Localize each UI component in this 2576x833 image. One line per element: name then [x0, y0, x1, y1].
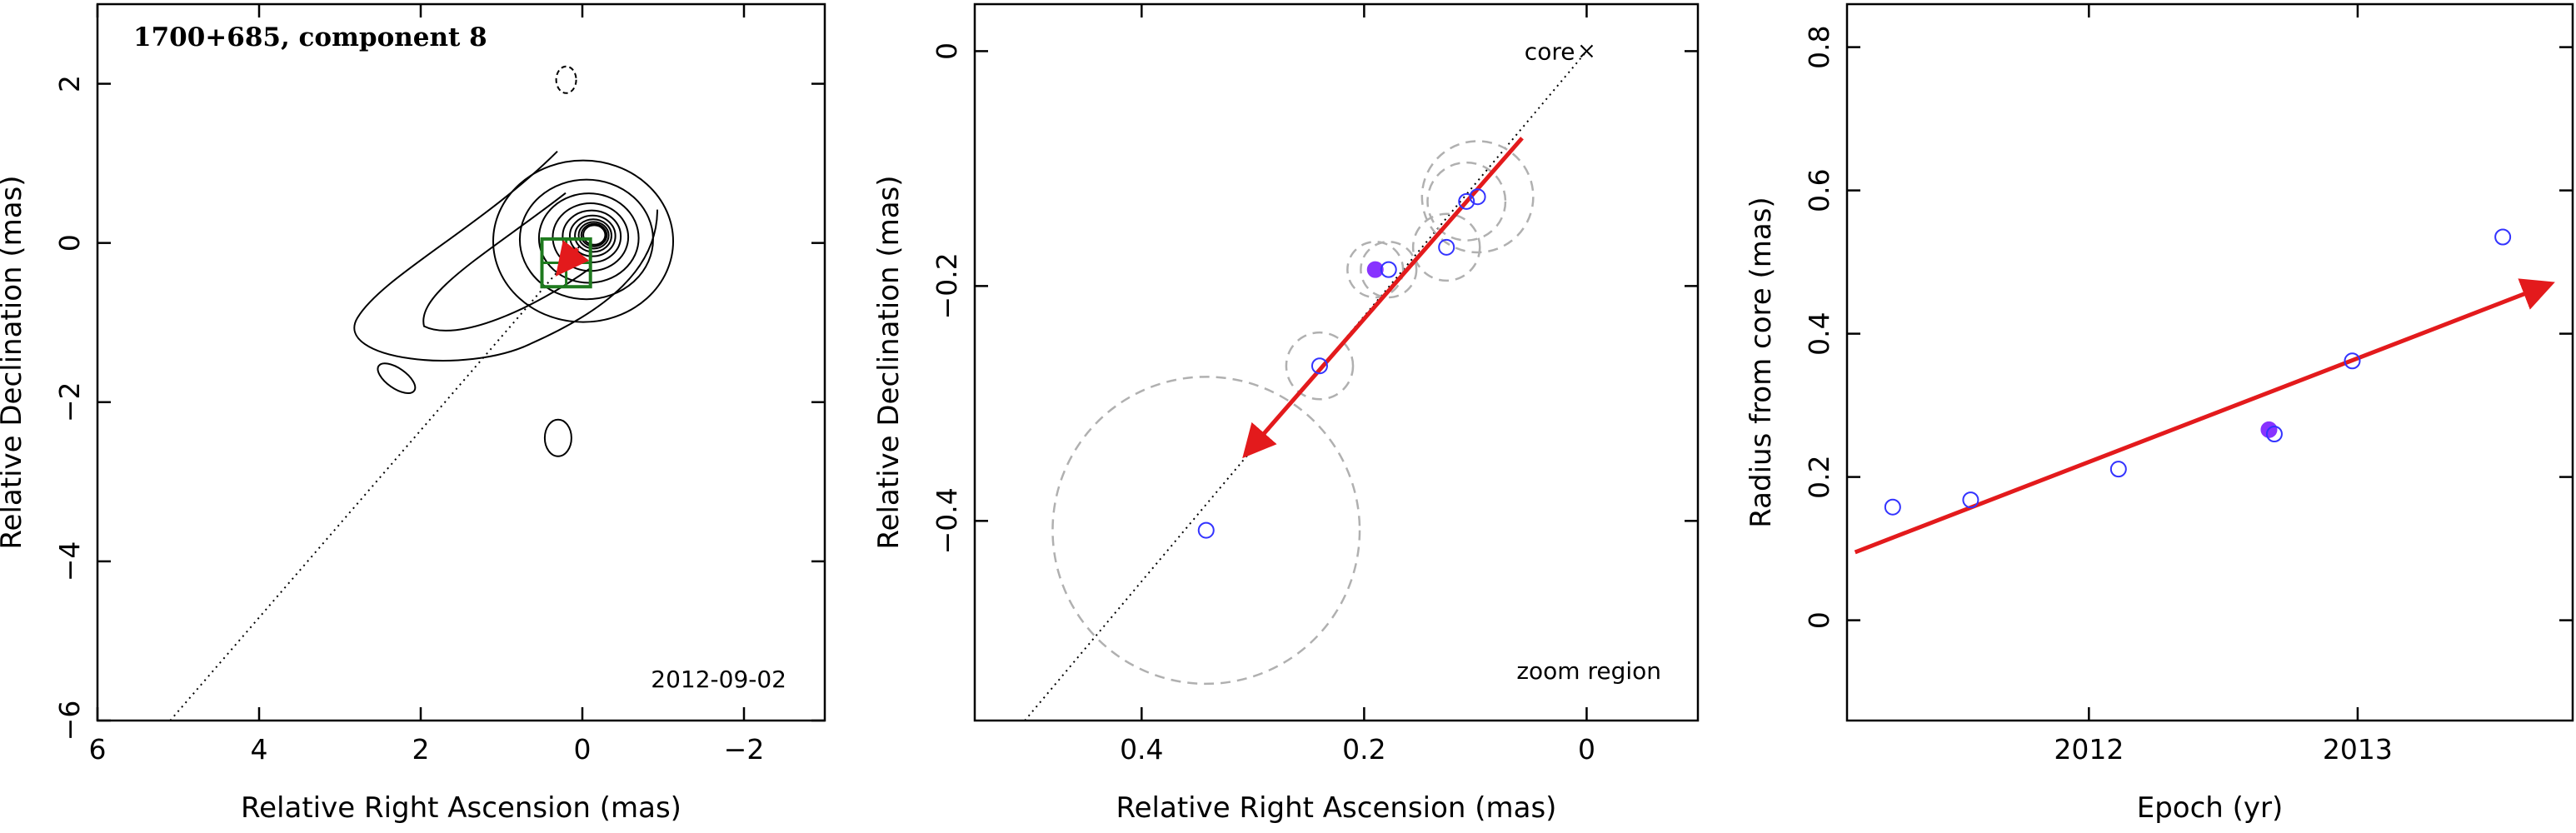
data-point	[1884, 498, 1901, 516]
core-marker	[1580, 44, 1594, 58]
x-axis-label: Epoch (yr)	[2137, 791, 2284, 825]
y-tick-label: 0.8	[1803, 25, 1835, 68]
x-tick-label: 0.4	[1120, 733, 1163, 766]
y-tick-label: −6	[53, 701, 86, 741]
data-point	[1380, 261, 1397, 278]
fit-arrow	[1854, 278, 2555, 555]
panel-zoom-region: 0.4 0.2 0 −0.4 −0.2 0 core zoom region Relat…	[872, 2, 1700, 825]
y-axis: −0.4 −0.2 0	[931, 42, 1698, 554]
error-circles	[1051, 140, 1535, 686]
data-point	[2344, 352, 2361, 370]
y-tick-label: −0.2	[931, 252, 963, 319]
contour-island	[543, 418, 572, 457]
position-points	[1197, 188, 1486, 539]
x-tick-label: 6	[89, 733, 107, 766]
x-axis-label: Relative Right Ascension (mas)	[241, 791, 681, 825]
error-circle	[1426, 161, 1507, 242]
y-tick-label: −2	[53, 382, 86, 422]
x-tick-label: 2	[412, 733, 430, 766]
y-tick-label: 0.4	[1803, 312, 1835, 355]
y-tick-label: 2	[53, 75, 86, 92]
contour-negative	[555, 65, 577, 94]
error-circle	[1360, 240, 1418, 299]
y-tick-label: −4	[53, 541, 86, 582]
contour-level	[492, 159, 674, 323]
y-tick-label: 0.6	[1803, 168, 1835, 212]
velocity-arrow	[1242, 137, 1524, 459]
panel-radius-vs-epoch: 2012 2013 0 0.2 0.4 0.6 0.8 Epoch (yr) Radius…	[1745, 2, 2574, 825]
y-tick-label: 0	[931, 42, 963, 60]
contour-level	[574, 218, 612, 253]
y-axis-label: Relative Declination (mas)	[0, 175, 28, 549]
contour-island	[377, 362, 417, 394]
contour-level	[568, 214, 617, 257]
data-point	[1310, 357, 1328, 375]
core-cross	[1580, 44, 1594, 58]
x-axis: 2012 2013	[2054, 4, 2393, 766]
error-circle	[1051, 376, 1361, 686]
contour-level	[580, 222, 608, 247]
y-axis: 0 0.2 0.4 0.6 0.8	[1803, 25, 2573, 629]
data-point	[1962, 491, 1979, 509]
zoom-region-label: zoom region	[1516, 657, 1661, 685]
radius-points	[1884, 228, 2512, 516]
error-circle	[1346, 240, 1405, 299]
x-tick-label: −2	[724, 733, 765, 766]
x-tick-label: 4	[251, 733, 268, 766]
data-point	[2109, 461, 2127, 478]
y-axis: −6 −4 −2 0 2	[53, 75, 825, 741]
data-point	[1197, 521, 1215, 539]
data-point	[2265, 426, 2283, 442]
contour-level	[577, 221, 610, 250]
contour-jet	[422, 192, 592, 332]
y-tick-label: −0.4	[931, 487, 963, 554]
y-tick-label: 0.2	[1803, 455, 1835, 498]
y-tick-label: 0	[1803, 611, 1835, 629]
x-tick-label: 0	[574, 733, 592, 766]
y-axis-label: Relative Declination (mas)	[872, 175, 906, 549]
chart-title: 1700+685, component 8	[133, 22, 487, 52]
velocity-arrow	[555, 240, 590, 277]
y-tick-label: 0	[53, 234, 86, 252]
contour-level	[582, 224, 607, 246]
error-circle	[1420, 140, 1535, 254]
core-label: core	[1525, 37, 1575, 65]
data-point	[1458, 192, 1475, 210]
data-point	[1469, 188, 1486, 206]
plot-frame	[96, 2, 826, 722]
x-tick-label: 2013	[2323, 733, 2393, 766]
panel-contour-map: 6 4 2 0 −2 −6 −4 −2 0 2 1700+685, component 8 20…	[0, 2, 826, 825]
trajectory-line	[169, 242, 583, 721]
contour-lines	[353, 65, 674, 457]
x-axis: 0.4 0.2 0	[1120, 4, 1595, 766]
x-tick-label: 0	[1578, 733, 1595, 766]
x-axis: 6 4 2 0 −2	[89, 4, 765, 766]
data-point	[1438, 238, 1455, 256]
x-axis-label: Relative Right Ascension (mas)	[1116, 791, 1557, 825]
y-axis-label: Radius from core (mas)	[1745, 197, 1778, 527]
error-circle	[1411, 212, 1481, 282]
error-circle	[1285, 331, 1355, 401]
x-tick-label: 0.2	[1342, 733, 1385, 766]
plot-frame	[1845, 2, 2574, 722]
plot-frame	[973, 2, 1700, 722]
data-point-filled	[1366, 261, 1384, 278]
x-tick-label: 2012	[2054, 733, 2124, 766]
data-point	[2494, 228, 2512, 246]
contour-jet	[353, 150, 658, 362]
epoch-annotation: 2012-09-02	[651, 666, 786, 693]
